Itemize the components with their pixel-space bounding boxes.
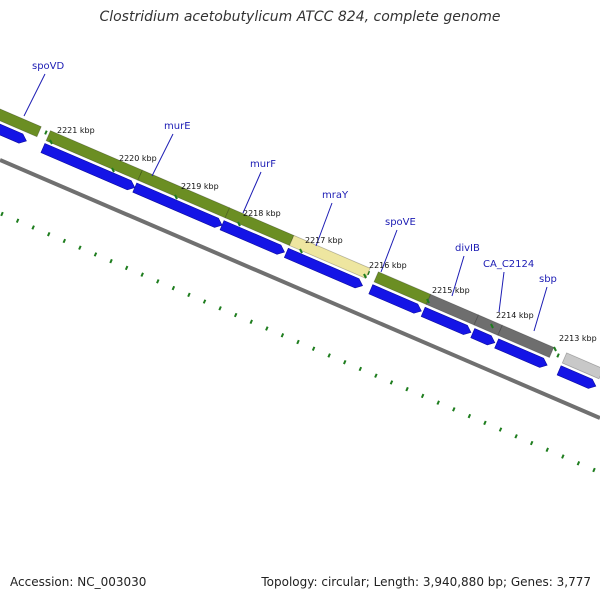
cds-arrow-gene-small[interactable] xyxy=(470,328,497,348)
inner-tick-ring xyxy=(0,211,596,473)
ring-tick xyxy=(420,393,425,399)
gene-label-murF[interactable]: murF xyxy=(250,159,276,170)
kbp-tick xyxy=(553,346,557,352)
kbp-label-2216: 2216 kbp xyxy=(369,261,407,270)
ring-tick xyxy=(343,359,347,365)
ring-tick xyxy=(62,238,67,244)
cds-arrow-murE[interactable] xyxy=(40,143,137,192)
ring-tick xyxy=(311,346,316,351)
ring-tick xyxy=(296,339,300,345)
ring-tick xyxy=(0,211,4,217)
gene-label-spoVD[interactable]: spoVD xyxy=(32,61,65,72)
kbp-ticks xyxy=(49,139,557,352)
label-callout-line xyxy=(498,271,505,313)
kbp-label-2219: 2219 kbp xyxy=(181,182,219,191)
ring-tick xyxy=(529,440,534,446)
ring-tick xyxy=(15,218,20,223)
ring-tick xyxy=(44,130,48,135)
ring-tick xyxy=(556,353,560,358)
kbp-tick xyxy=(174,194,178,200)
ring-tick xyxy=(249,319,253,325)
gene-label-spoVE[interactable]: spoVE xyxy=(385,217,416,228)
ring-tick xyxy=(171,285,176,291)
ring-tick xyxy=(202,299,207,304)
kbp-tick xyxy=(426,298,430,304)
ring-tick xyxy=(187,292,191,298)
ring-tick xyxy=(265,326,269,331)
ring-tick xyxy=(140,272,144,277)
ring-tick xyxy=(156,279,160,284)
kbp-label-2221: 2221 kbp xyxy=(57,126,95,135)
gene-label-murE[interactable]: murE xyxy=(164,121,191,132)
ring-tick xyxy=(561,454,565,459)
kbp-tick xyxy=(111,167,115,173)
ring-tick xyxy=(218,306,222,311)
gene-label-sbp[interactable]: sbp xyxy=(539,274,557,285)
ring-tick xyxy=(545,447,549,453)
ring-tick xyxy=(592,467,596,473)
kbp-tick xyxy=(299,248,303,254)
gene-bar-spoVD[interactable] xyxy=(0,87,42,138)
kbp-tick xyxy=(237,221,241,227)
cds-arrow-spoVE[interactable] xyxy=(283,247,364,290)
ring-tick xyxy=(280,333,285,338)
genome-summary-text: Topology: circular; Length: 3,940,880 bp… xyxy=(261,575,591,589)
kbp-label-2213: 2213 kbp xyxy=(559,334,597,343)
ring-tick xyxy=(93,252,98,257)
cds-arrow-next-gene[interactable] xyxy=(556,365,598,391)
label-callout-line xyxy=(315,202,333,247)
kbp-tick xyxy=(49,139,53,145)
gene-bar-sbp[interactable] xyxy=(497,324,555,358)
cds-arrow-murF[interactable] xyxy=(132,182,224,230)
ring-tick xyxy=(31,225,35,230)
label-callout-line xyxy=(242,171,262,214)
gene-bar-spoVE[interactable] xyxy=(288,234,371,279)
label-callout-line xyxy=(23,73,46,117)
label-callout-line xyxy=(380,229,398,273)
ring-tick xyxy=(47,231,51,237)
ring-tick xyxy=(358,366,363,372)
ring-tick xyxy=(233,312,238,318)
label-callouts xyxy=(23,73,548,332)
kbp-label-2217: 2217 kbp xyxy=(305,236,343,245)
ring-tick xyxy=(514,434,518,439)
backbone-line xyxy=(0,158,600,420)
ring-tick xyxy=(124,265,129,271)
ring-tick xyxy=(327,353,331,358)
gene-label-CA_C2124[interactable]: CA_C2124 xyxy=(483,259,534,270)
kbp-label-2214: 2214 kbp xyxy=(496,311,534,320)
ring-tick xyxy=(576,461,581,466)
ring-tick xyxy=(436,400,440,405)
cds-arrow-CA_C2124[interactable] xyxy=(420,306,473,337)
gene-label-divIB[interactable]: divIB xyxy=(455,243,480,254)
gene-bar-next-gene[interactable] xyxy=(561,352,600,380)
cds-arrow-mraY[interactable] xyxy=(219,220,286,257)
kbp-tick xyxy=(490,323,494,329)
label-callout-line xyxy=(151,133,174,177)
gene-track xyxy=(0,87,600,391)
label-callout-line xyxy=(533,286,548,332)
ring-tick xyxy=(483,420,487,426)
map-title: Clostridium acetobutylicum ATCC 824, com… xyxy=(99,9,501,25)
ring-tick xyxy=(389,380,394,385)
kbp-label-2215: 2215 kbp xyxy=(432,286,470,295)
label-callout-line xyxy=(451,255,465,297)
ring-tick xyxy=(405,386,409,392)
kbp-label-2220: 2220 kbp xyxy=(119,154,157,163)
ring-tick xyxy=(374,373,378,378)
gene-label-mraY[interactable]: mraY xyxy=(322,190,349,201)
kbp-tick xyxy=(363,273,367,279)
ring-tick xyxy=(498,427,503,432)
ring-tick xyxy=(452,407,456,412)
accession-text: Accession: NC_003030 xyxy=(10,575,147,589)
kbp-label-2218: 2218 kbp xyxy=(243,209,281,218)
ring-tick xyxy=(366,270,371,276)
ring-tick xyxy=(78,245,82,250)
ring-tick xyxy=(109,258,113,264)
cds-arrow-spoVD[interactable] xyxy=(0,100,28,146)
cds-arrow-sbp[interactable] xyxy=(494,338,549,370)
cds-arrow-divIB[interactable] xyxy=(368,284,423,316)
ring-tick xyxy=(467,413,472,419)
